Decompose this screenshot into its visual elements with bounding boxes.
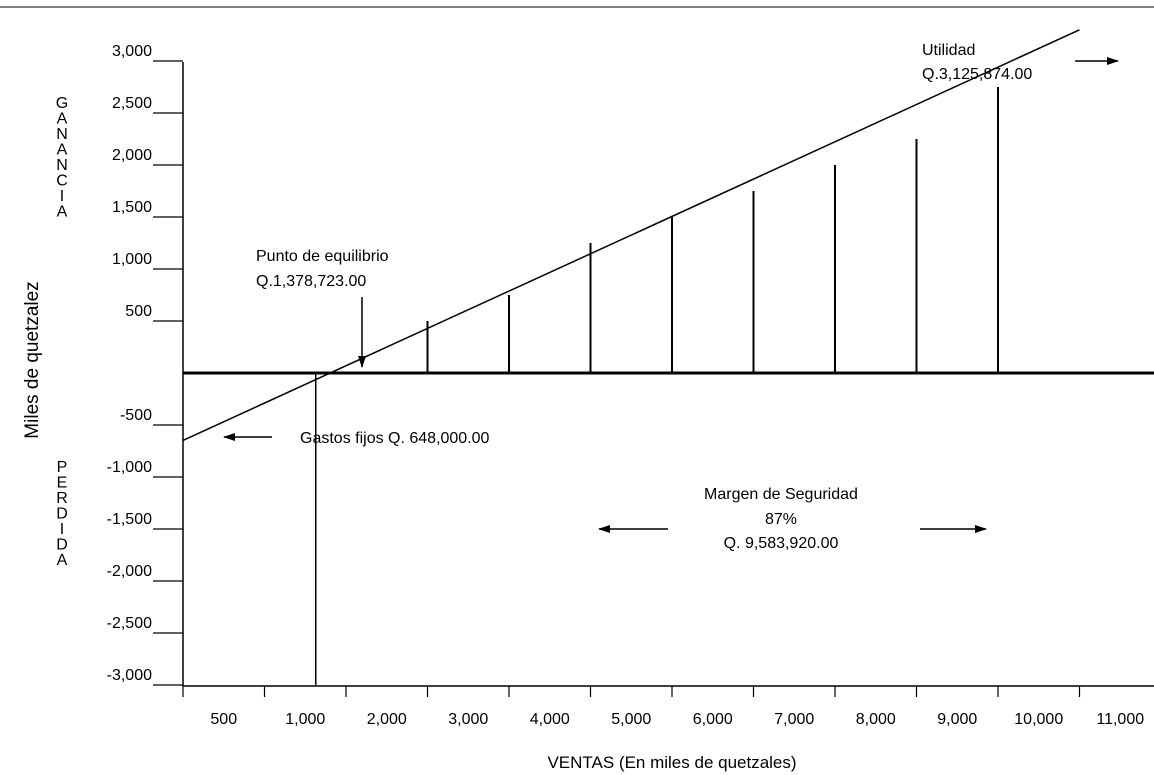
loss-letter: I — [60, 521, 64, 538]
gastos-fijos-label: Gastos fijos Q. 648,000.00 — [300, 430, 490, 447]
gain-letter: I — [60, 188, 64, 205]
y-tick-label: 2,000 — [112, 147, 152, 164]
gain-letter: A — [57, 142, 68, 159]
y-tick-label: -500 — [120, 407, 152, 424]
equilibrio-label: Punto de equilibrio — [256, 248, 389, 265]
y-axis-ticks: 3,000 2,500 2,000 1,500 1,000 500 -500 -1,000 -1… — [107, 43, 183, 686]
y-tick-label: -1,500 — [107, 511, 152, 528]
gain-letter: G — [56, 95, 68, 112]
loss-letter: E — [57, 475, 68, 492]
loss-letter: A — [57, 552, 68, 569]
y-tick-label: 1,500 — [112, 199, 152, 216]
margen-percent: 87% — [765, 511, 797, 528]
x-tick-label: 7,000 — [774, 711, 814, 728]
equilibrio-value: Q.1,378,723.00 — [256, 273, 366, 290]
x-tick-label: 11,000 — [1096, 711, 1144, 728]
gain-letter: A — [57, 111, 68, 128]
x-axis-title: VENTAS (En miles de quetzales) — [547, 753, 796, 772]
x-tick-label: 500 — [210, 711, 237, 728]
y-axis-title: Miles de quetzalez — [22, 281, 43, 438]
x-tick-label: 8,000 — [856, 711, 896, 728]
gain-letter: N — [56, 126, 68, 143]
loss-letter: P — [57, 459, 68, 476]
y-tick-label: -3,000 — [107, 667, 152, 684]
y-tick-label: 1,000 — [112, 251, 152, 268]
x-tick-label: 3,000 — [448, 711, 488, 728]
y-tick-label: -2,000 — [107, 563, 152, 580]
x-tick-label: 1,000 — [285, 711, 325, 728]
utilidad-value: Q.3,125,874.00 — [922, 66, 1032, 83]
loss-letter: R — [56, 490, 68, 507]
x-tick-label: 2,000 — [367, 711, 407, 728]
margen-value: Q. 9,583,920.00 — [724, 535, 839, 552]
y-tick-label: 2,500 — [112, 95, 152, 112]
profit-line — [182, 29, 1080, 442]
x-tick-label: 10,000 — [1014, 711, 1063, 728]
loss-letter: D — [56, 537, 68, 554]
profit-bars — [426, 87, 999, 373]
gain-letter: C — [56, 173, 68, 190]
y-tick-label: 3,000 — [112, 43, 152, 60]
y-tick-label: -1,000 — [107, 459, 152, 476]
y-tick-label: -2,500 — [107, 615, 152, 632]
loss-letter: D — [56, 506, 68, 523]
x-tick-label: 6,000 — [693, 711, 733, 728]
margen-label: Margen de Seguridad — [704, 486, 858, 503]
y-tick-label: 500 — [125, 303, 152, 320]
x-tick-label: 9,000 — [937, 711, 977, 728]
x-tick-label: 4,000 — [530, 711, 570, 728]
gain-letter: N — [56, 157, 68, 174]
x-axis-ticks: 500 1,000 2,000 3,000 4,000 5,000 6,000 7,000 8,… — [182, 686, 1144, 728]
utilidad-label: Utilidad — [922, 42, 975, 59]
gain-letter: A — [57, 204, 68, 221]
x-tick-label: 5,000 — [611, 711, 651, 728]
